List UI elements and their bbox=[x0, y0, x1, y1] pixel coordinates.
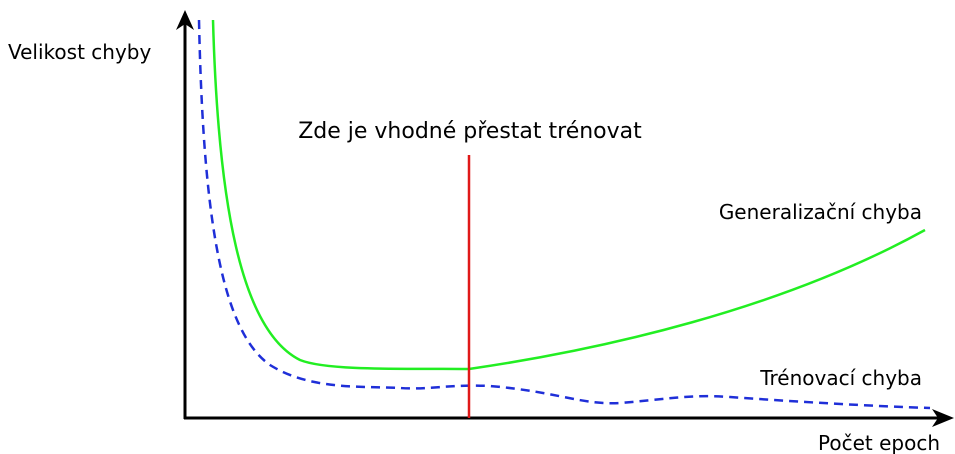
generalization-curve bbox=[211, 19, 926, 371]
stop-annotation: Zde je vhodné přestat trénovat bbox=[298, 119, 642, 144]
x-axis-arrow bbox=[932, 409, 954, 427]
y-axis-arrow bbox=[176, 10, 194, 30]
y-axis-label: Velikost chyby bbox=[8, 40, 151, 64]
training-label: Trénovací chyba bbox=[759, 366, 922, 390]
training-curve bbox=[197, 19, 931, 410]
generalization-label: Generalizační chyba bbox=[719, 200, 922, 224]
x-axis-label: Počet epoch bbox=[818, 431, 940, 454]
